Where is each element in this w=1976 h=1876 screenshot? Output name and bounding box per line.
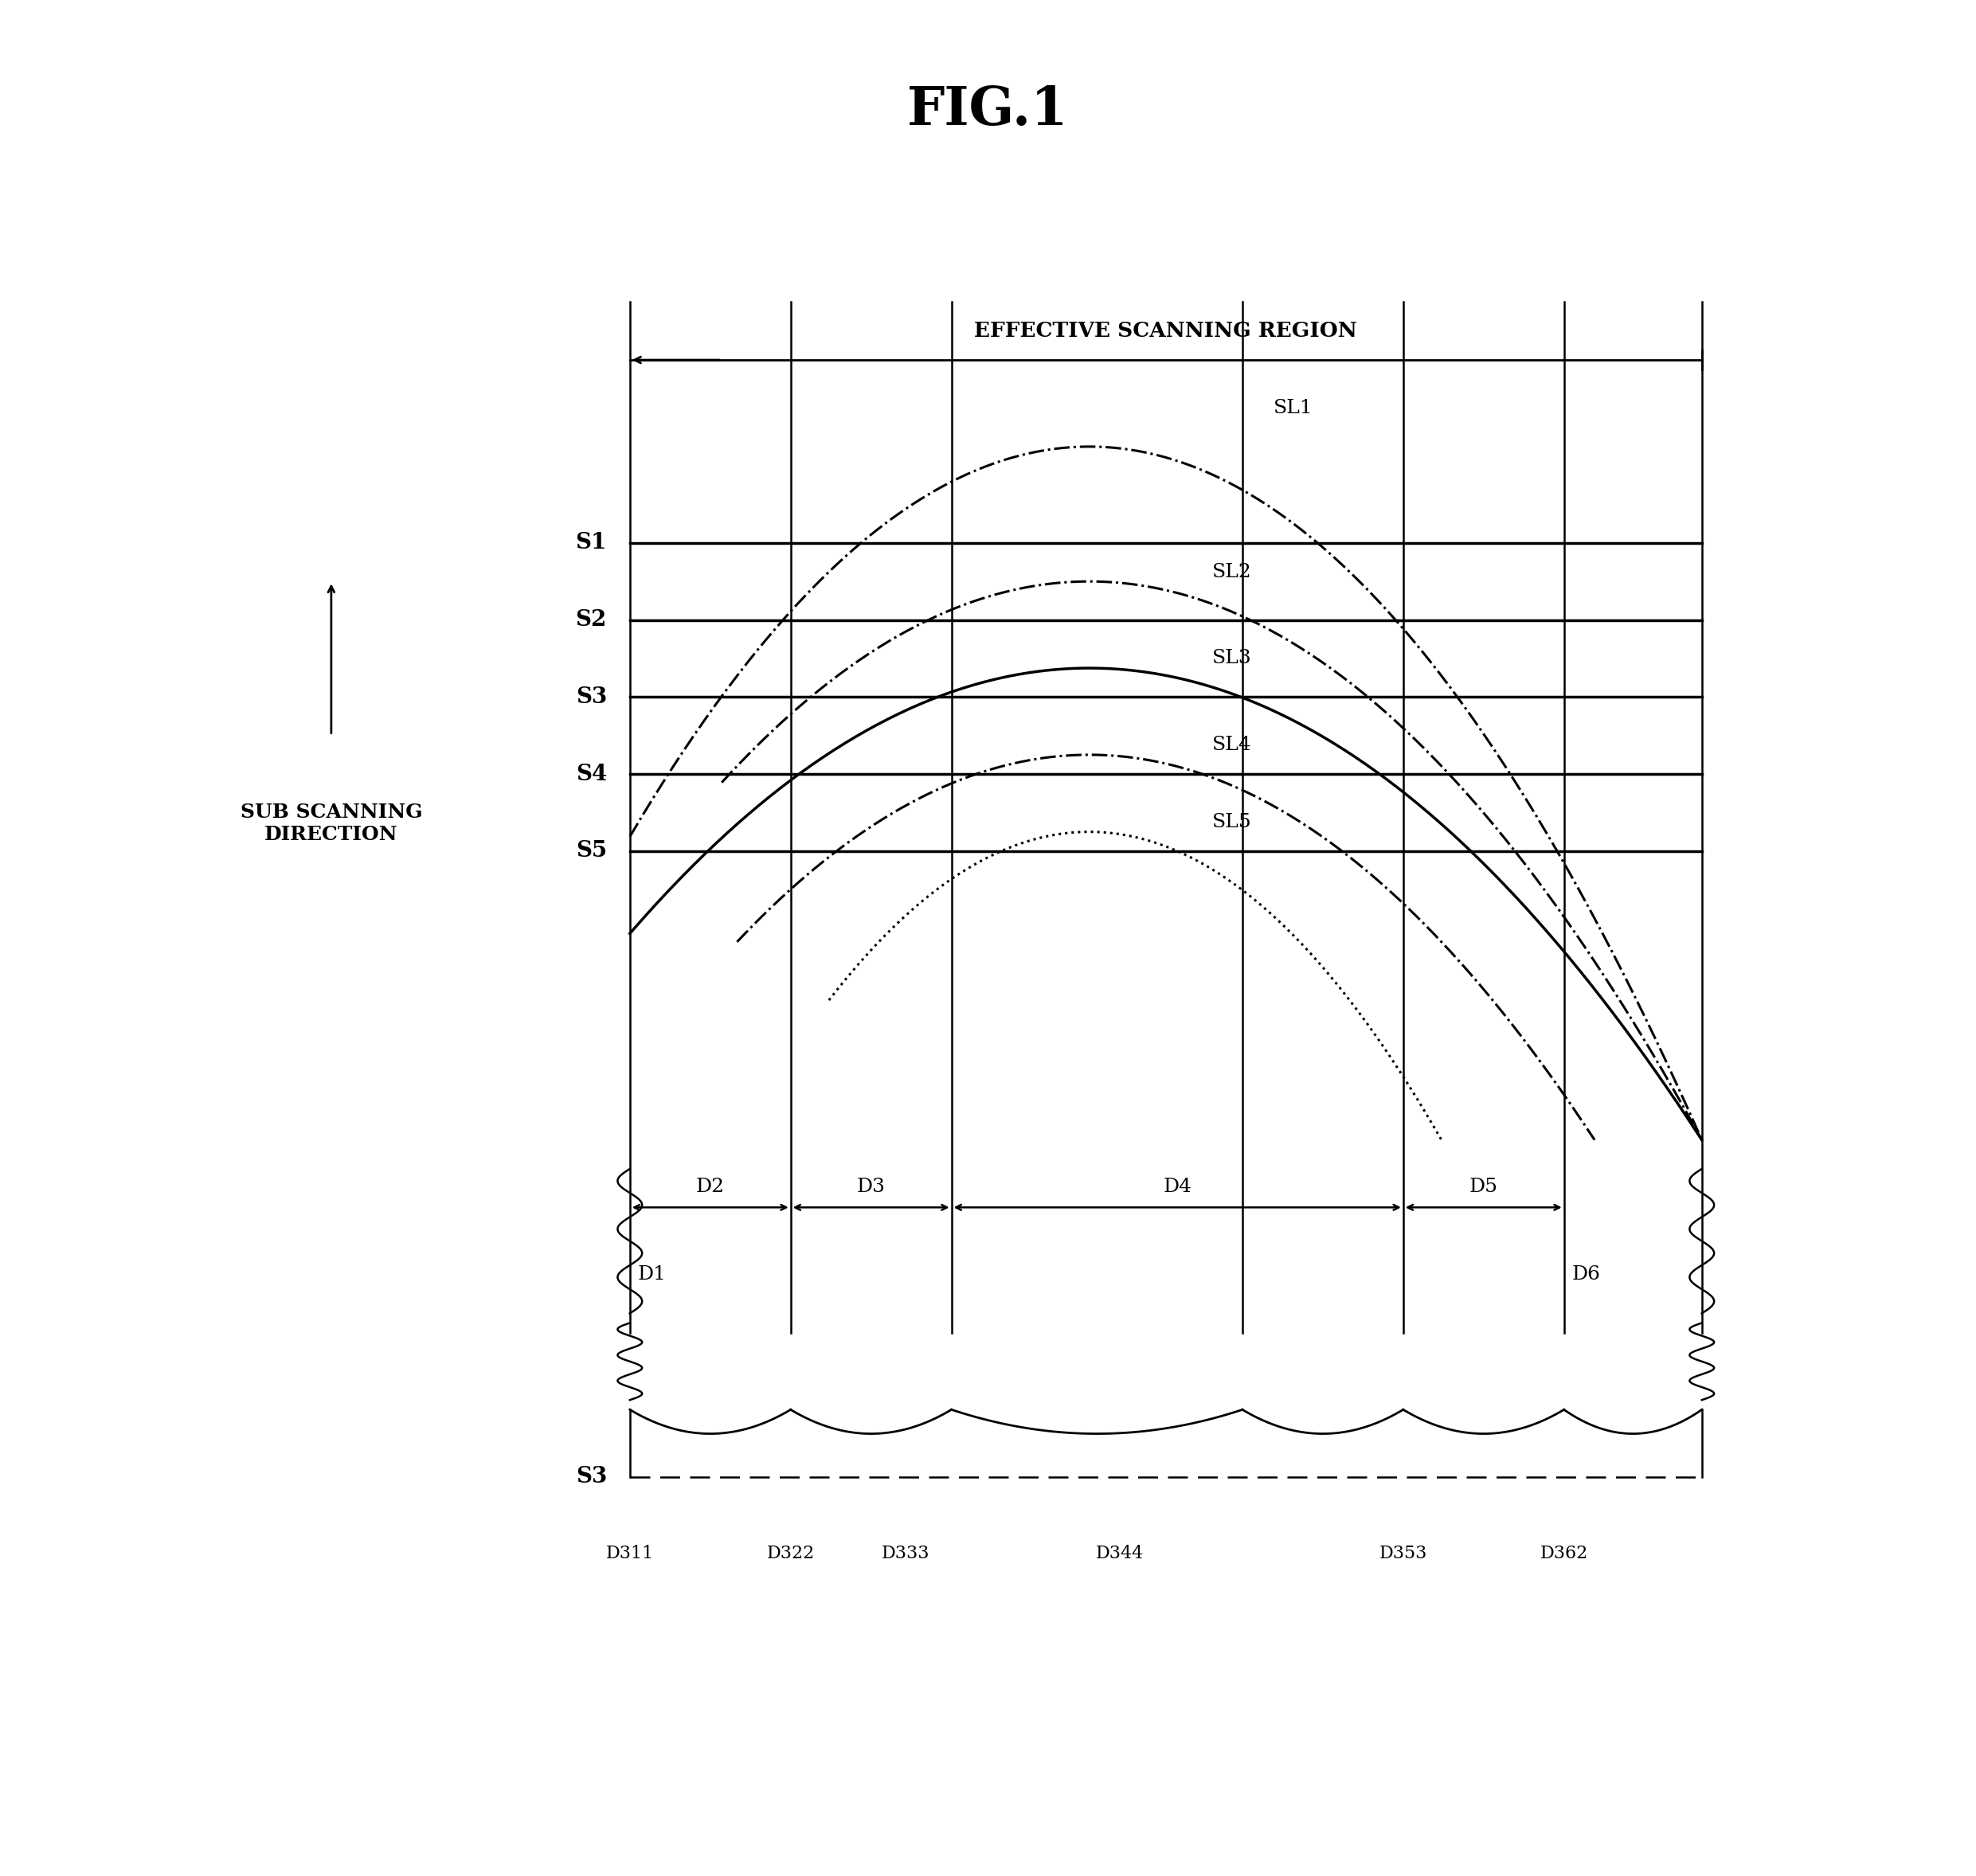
- Text: D3: D3: [858, 1178, 885, 1195]
- Text: S3: S3: [575, 687, 607, 707]
- Text: SL4: SL4: [1211, 735, 1251, 754]
- Text: S5: S5: [575, 840, 607, 861]
- Text: D1: D1: [638, 1266, 666, 1283]
- Text: D2: D2: [696, 1178, 725, 1195]
- Text: SL5: SL5: [1211, 812, 1251, 831]
- Text: D353: D353: [1379, 1544, 1427, 1563]
- Text: D4: D4: [1164, 1178, 1192, 1195]
- Text: SL2: SL2: [1211, 563, 1251, 582]
- Text: D322: D322: [767, 1544, 814, 1563]
- Text: EFFECTIVE SCANNING REGION: EFFECTIVE SCANNING REGION: [974, 321, 1358, 341]
- Text: S4: S4: [575, 764, 607, 784]
- Text: D6: D6: [1571, 1266, 1601, 1283]
- Text: D333: D333: [881, 1544, 929, 1563]
- Text: D5: D5: [1470, 1178, 1498, 1195]
- Text: D362: D362: [1539, 1544, 1589, 1563]
- Text: FIG.1: FIG.1: [907, 84, 1069, 137]
- Text: SL1: SL1: [1273, 400, 1312, 416]
- Text: S1: S1: [575, 533, 607, 553]
- Text: S2: S2: [575, 610, 607, 630]
- Text: D344: D344: [1097, 1544, 1144, 1563]
- Text: SL3: SL3: [1211, 649, 1251, 668]
- Text: D311: D311: [607, 1544, 654, 1563]
- Text: SUB SCANNING
DIRECTION: SUB SCANNING DIRECTION: [241, 803, 423, 844]
- Text: S3: S3: [575, 1467, 607, 1488]
